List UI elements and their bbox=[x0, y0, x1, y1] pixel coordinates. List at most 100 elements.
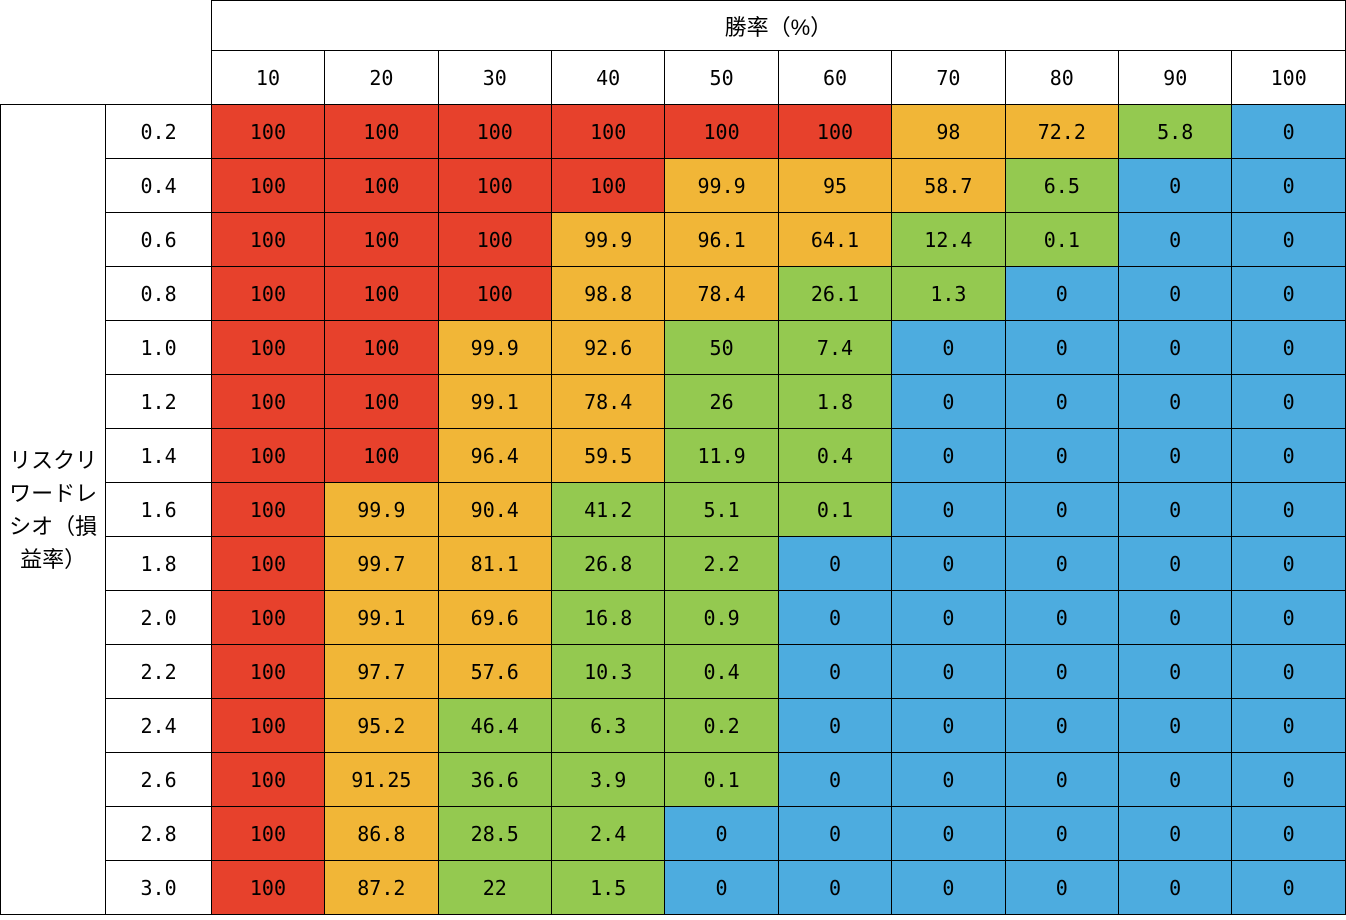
heatmap-cell: 0 bbox=[1232, 105, 1346, 159]
heatmap-body: リスクリワードレシオ（損益率）0.21001001001001001009872… bbox=[1, 105, 1346, 915]
column-tick: 80 bbox=[1005, 51, 1118, 105]
row-tick: 3.0 bbox=[106, 861, 211, 915]
column-tick: 10 bbox=[211, 51, 324, 105]
row-tick: 1.8 bbox=[106, 537, 211, 591]
heatmap-cell: 0 bbox=[1119, 321, 1232, 375]
heatmap-cell: 6.3 bbox=[551, 699, 664, 753]
column-tick: 100 bbox=[1232, 51, 1346, 105]
heatmap-cell: 57.6 bbox=[438, 645, 551, 699]
heatmap-cell: 98 bbox=[892, 105, 1005, 159]
heatmap-cell: 99.1 bbox=[438, 375, 551, 429]
heatmap-cell: 58.7 bbox=[892, 159, 1005, 213]
table-row: 1.410010096.459.511.90.40000 bbox=[1, 429, 1346, 483]
table-row: リスクリワードレシオ（損益率）0.21001001001001001009872… bbox=[1, 105, 1346, 159]
heatmap-cell: 100 bbox=[325, 321, 438, 375]
heatmap-cell: 0.4 bbox=[665, 645, 778, 699]
heatmap-cell: 100 bbox=[211, 537, 324, 591]
heatmap-cell: 1.3 bbox=[892, 267, 1005, 321]
heatmap-cell: 72.2 bbox=[1005, 105, 1118, 159]
row-tick: 1.2 bbox=[106, 375, 211, 429]
heatmap-cell: 2.2 bbox=[665, 537, 778, 591]
table-row: 1.210010099.178.4261.80000 bbox=[1, 375, 1346, 429]
heatmap-cell: 0 bbox=[1232, 429, 1346, 483]
heatmap-cell: 81.1 bbox=[438, 537, 551, 591]
table-row: 1.010010099.992.6507.40000 bbox=[1, 321, 1346, 375]
heatmap-cell: 100 bbox=[211, 591, 324, 645]
heatmap-cell: 0 bbox=[1119, 267, 1232, 321]
column-tick: 30 bbox=[438, 51, 551, 105]
heatmap-cell: 0 bbox=[1119, 699, 1232, 753]
table-row: 2.810086.828.52.4000000 bbox=[1, 807, 1346, 861]
heatmap-cell: 100 bbox=[438, 159, 551, 213]
heatmap-cell: 5.8 bbox=[1119, 105, 1232, 159]
heatmap-cell: 90.4 bbox=[438, 483, 551, 537]
heatmap-cell: 10.3 bbox=[551, 645, 664, 699]
heatmap-cell: 0 bbox=[1005, 645, 1118, 699]
heatmap-cell: 28.5 bbox=[438, 807, 551, 861]
heatmap-cell: 100 bbox=[211, 159, 324, 213]
heatmap-cell: 41.2 bbox=[551, 483, 664, 537]
heatmap-cell: 0 bbox=[1119, 861, 1232, 915]
heatmap-cell: 26 bbox=[665, 375, 778, 429]
heatmap-cell: 0.1 bbox=[778, 483, 891, 537]
heatmap-cell: 100 bbox=[325, 213, 438, 267]
heatmap-cell: 0 bbox=[1119, 591, 1232, 645]
column-tick: 50 bbox=[665, 51, 778, 105]
heatmap-cell: 0 bbox=[1119, 429, 1232, 483]
row-header-title: リスクリワードレシオ（損益率） bbox=[1, 105, 106, 915]
heatmap-cell: 0.9 bbox=[665, 591, 778, 645]
row-tick: 1.0 bbox=[106, 321, 211, 375]
heatmap-cell: 0 bbox=[892, 807, 1005, 861]
heatmap-cell: 1.5 bbox=[551, 861, 664, 915]
heatmap-cell: 0 bbox=[665, 861, 778, 915]
heatmap-cell: 0 bbox=[1005, 267, 1118, 321]
heatmap-cell: 0 bbox=[1119, 753, 1232, 807]
table-row: 3.010087.2221.5000000 bbox=[1, 861, 1346, 915]
heatmap-cell: 3.9 bbox=[551, 753, 664, 807]
heatmap-cell: 0 bbox=[1232, 483, 1346, 537]
heatmap-cell: 0 bbox=[1119, 375, 1232, 429]
heatmap-cell: 100 bbox=[211, 321, 324, 375]
heatmap-cell: 26.8 bbox=[551, 537, 664, 591]
row-tick: 1.6 bbox=[106, 483, 211, 537]
table-row: 2.010099.169.616.80.900000 bbox=[1, 591, 1346, 645]
heatmap-cell: 100 bbox=[325, 267, 438, 321]
column-tick: 20 bbox=[325, 51, 438, 105]
heatmap-cell: 99.9 bbox=[665, 159, 778, 213]
heatmap-cell: 91.25 bbox=[325, 753, 438, 807]
heatmap-cell: 0 bbox=[1005, 537, 1118, 591]
table-row: 1.610099.990.441.25.10.10000 bbox=[1, 483, 1346, 537]
table-row: 0.610010010099.996.164.112.40.100 bbox=[1, 213, 1346, 267]
heatmap-cell: 0 bbox=[1119, 537, 1232, 591]
heatmap-cell: 100 bbox=[211, 645, 324, 699]
heatmap-cell: 11.9 bbox=[665, 429, 778, 483]
heatmap-cell: 100 bbox=[325, 105, 438, 159]
heatmap-cell: 0 bbox=[1119, 807, 1232, 861]
heatmap-cell: 0.4 bbox=[778, 429, 891, 483]
heatmap-cell: 0 bbox=[1119, 483, 1232, 537]
heatmap-cell: 100 bbox=[665, 105, 778, 159]
column-tick: 70 bbox=[892, 51, 1005, 105]
heatmap-cell: 0 bbox=[1005, 699, 1118, 753]
heatmap-cell: 0 bbox=[1005, 375, 1118, 429]
heatmap-cell: 0 bbox=[892, 645, 1005, 699]
heatmap-cell: 100 bbox=[211, 753, 324, 807]
heatmap-cell: 0 bbox=[1232, 321, 1346, 375]
row-tick: 1.4 bbox=[106, 429, 211, 483]
heatmap-cell: 64.1 bbox=[778, 213, 891, 267]
heatmap-cell: 0 bbox=[1005, 807, 1118, 861]
heatmap-cell: 0 bbox=[1232, 699, 1346, 753]
heatmap-cell: 0 bbox=[892, 483, 1005, 537]
heatmap-cell: 100 bbox=[211, 375, 324, 429]
heatmap-cell: 0 bbox=[1232, 861, 1346, 915]
heatmap-cell: 96.1 bbox=[665, 213, 778, 267]
heatmap-cell: 96.4 bbox=[438, 429, 551, 483]
heatmap-cell: 26.1 bbox=[778, 267, 891, 321]
heatmap-cell: 0 bbox=[1005, 321, 1118, 375]
heatmap-cell: 1.8 bbox=[778, 375, 891, 429]
heatmap-cell: 0 bbox=[892, 699, 1005, 753]
heatmap-cell: 0 bbox=[1232, 159, 1346, 213]
heatmap-cell: 0 bbox=[1005, 483, 1118, 537]
heatmap-cell: 0 bbox=[778, 591, 891, 645]
heatmap-cell: 0 bbox=[1232, 375, 1346, 429]
